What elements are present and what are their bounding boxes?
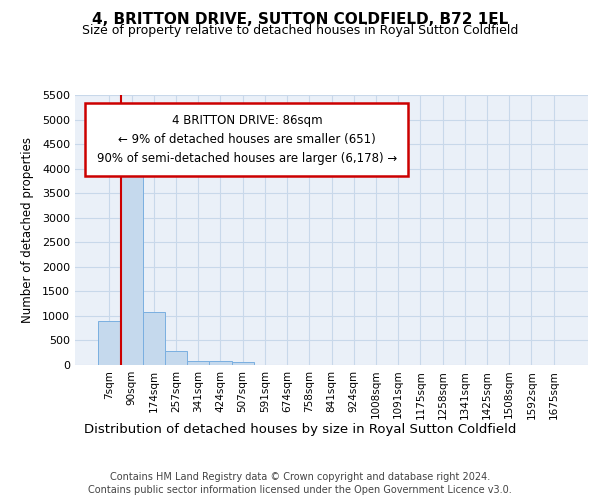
Bar — [143, 312, 165, 365]
Text: Size of property relative to detached houses in Royal Sutton Coldfield: Size of property relative to detached ho… — [82, 24, 518, 37]
Y-axis label: Number of detached properties: Number of detached properties — [20, 137, 34, 323]
Text: 4 BRITTON DRIVE: 86sqm
← 9% of detached houses are smaller (651)
90% of semi-det: 4 BRITTON DRIVE: 86sqm ← 9% of detached … — [97, 114, 397, 165]
FancyBboxPatch shape — [85, 103, 409, 176]
Bar — [165, 350, 187, 365]
Text: Distribution of detached houses by size in Royal Sutton Coldfield: Distribution of detached houses by size … — [84, 422, 516, 436]
Bar — [209, 361, 232, 365]
Bar — [187, 360, 209, 365]
Bar — [121, 140, 143, 365]
Bar — [98, 321, 121, 365]
Text: Contains HM Land Registry data © Crown copyright and database right 2024.: Contains HM Land Registry data © Crown c… — [110, 472, 490, 482]
Bar — [232, 362, 254, 365]
Text: Contains public sector information licensed under the Open Government Licence v3: Contains public sector information licen… — [88, 485, 512, 495]
Text: 4, BRITTON DRIVE, SUTTON COLDFIELD, B72 1EL: 4, BRITTON DRIVE, SUTTON COLDFIELD, B72 … — [92, 12, 508, 28]
